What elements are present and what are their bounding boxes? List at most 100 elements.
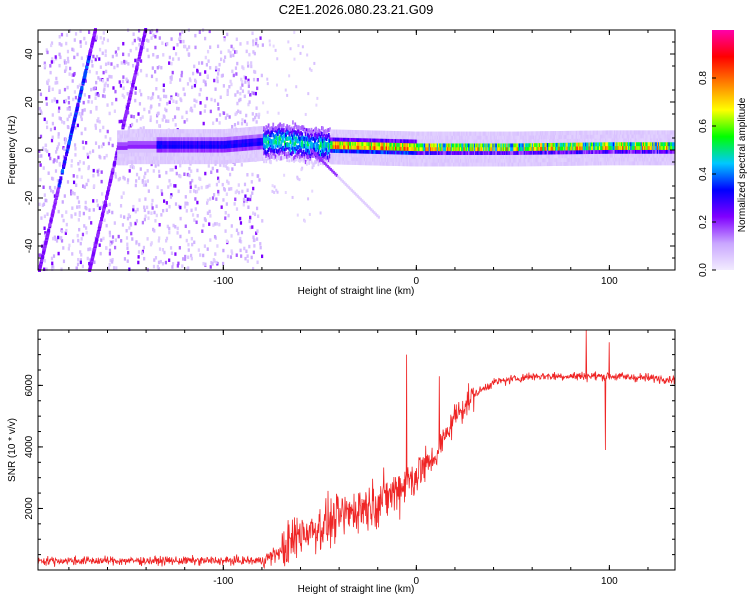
spectrogram-cell [276,190,279,194]
spectrogram-cell [485,131,488,136]
spectrogram-cell [77,98,81,103]
spectrogram-cell [205,159,207,165]
spectrogram-cell [147,133,150,138]
spectrogram-cell [333,148,336,153]
spectrogram-cell [361,134,364,139]
spectrogram-cell [503,162,506,167]
spectrogram-cell [80,237,83,241]
spectrogram-cell [264,156,267,161]
spectrogram-cell [507,131,510,136]
spectrogram-cell [428,135,431,140]
spectrogram-cell [480,139,483,144]
spectrogram-cell [544,146,547,151]
spectrogram-cell [208,197,212,201]
spectrogram-cell [179,205,182,210]
spectrogram-cell [275,142,278,148]
spectrogram-cell [38,106,41,111]
spectrogram-cell [374,134,377,139]
spectrogram-cell [507,139,510,144]
spectrogram-cell [436,143,439,148]
spectrogram-cell [214,144,217,149]
spectrogram-cell [138,102,142,106]
spectrogram-cell [543,146,546,151]
spectrogram-cell [332,129,335,134]
spectrogram-cell [358,157,360,162]
spectrogram-cell [142,156,145,161]
spectrogram-cell [480,143,483,148]
spectrogram-cell [522,139,525,144]
spectrogram-cell [457,162,460,167]
spectrogram-cell [254,91,257,96]
spectrogram-cell [280,152,283,158]
spectrogram-cell [316,141,319,146]
spectrogram-cell [377,157,380,162]
spectrogram-cell [519,158,521,163]
spectrogram-cell [127,133,130,138]
spectrogram-cell [378,149,381,155]
spectrogram-cell [334,152,337,157]
spectrogram-cell [375,149,378,154]
spectrogram-cell [431,135,433,140]
spectrogram-cell [516,158,519,163]
spectrogram-cell [288,135,291,141]
spectrogram-cell [204,262,207,267]
spectrogram-cell [491,154,494,159]
spectrogram-cell [431,158,433,163]
spectrogram-cell [243,131,246,136]
spectrogram-cell [216,133,219,138]
spectrogram-cell [101,79,105,83]
spectrogram-cell [186,148,189,153]
spectrogram-cell [529,142,532,148]
spectrogram-cell [409,139,411,144]
spectrogram-cell [113,221,116,225]
spectrogram-cell [78,159,82,164]
spectrogram-cell [123,215,126,219]
spectrogram-cell [542,154,544,159]
spectrogram-cell [177,148,180,153]
spectrogram-cell [92,54,95,59]
spectrogram-cell [170,133,173,138]
spectrogram-cell [169,152,172,157]
spectrogram-cell [111,143,114,148]
spectrogram-cell [388,130,390,136]
spectrogram-cell [392,157,395,163]
spectrogram-cell [501,150,504,155]
spectrogram-cell [498,154,500,159]
spectrogram-cell [231,155,234,160]
spectrogram-cell [250,157,253,162]
spectrogram-cell [435,135,438,140]
spectrogram-cell [415,162,418,167]
spectrogram-cell [202,148,205,153]
spectrogram-cell [243,127,246,132]
spectrogram-cell [260,254,264,259]
spectrogram-cell [184,144,187,149]
spectrogram-cell [319,134,322,139]
spectrogram-cell [239,216,242,221]
spectrogram-cell [374,157,377,162]
spectrogram-cell [391,154,394,159]
spectrogram-cell [234,50,237,54]
spectrogram-cell [247,78,250,83]
spectrogram-cell [49,127,53,132]
spectrogram-cell [149,118,152,123]
spectrogram-cell [43,226,46,231]
spectrogram-cell [407,139,410,144]
spectrogram-cell [242,202,245,207]
spectrogram-cell [322,153,324,158]
spectrogram-cell [450,162,453,167]
spectrogram-cell [273,127,276,132]
spectrogram-cell [172,152,175,157]
spectrogram-cell [355,145,358,150]
spectrogram-cell [151,148,154,153]
spectrogram-cell [349,145,352,150]
spectrogram-cell [193,218,196,222]
spectrogram-cell [141,156,144,161]
spectrogram-cell [76,102,80,107]
spectrogram-cell [298,136,301,141]
spectrogram-cell [547,158,550,163]
spectrogram-cell [161,144,163,149]
spectrogram-cell [58,63,61,68]
spectrogram-cell [380,142,382,147]
spectrogram-cell [464,135,467,140]
spectrogram-cell [398,142,401,147]
